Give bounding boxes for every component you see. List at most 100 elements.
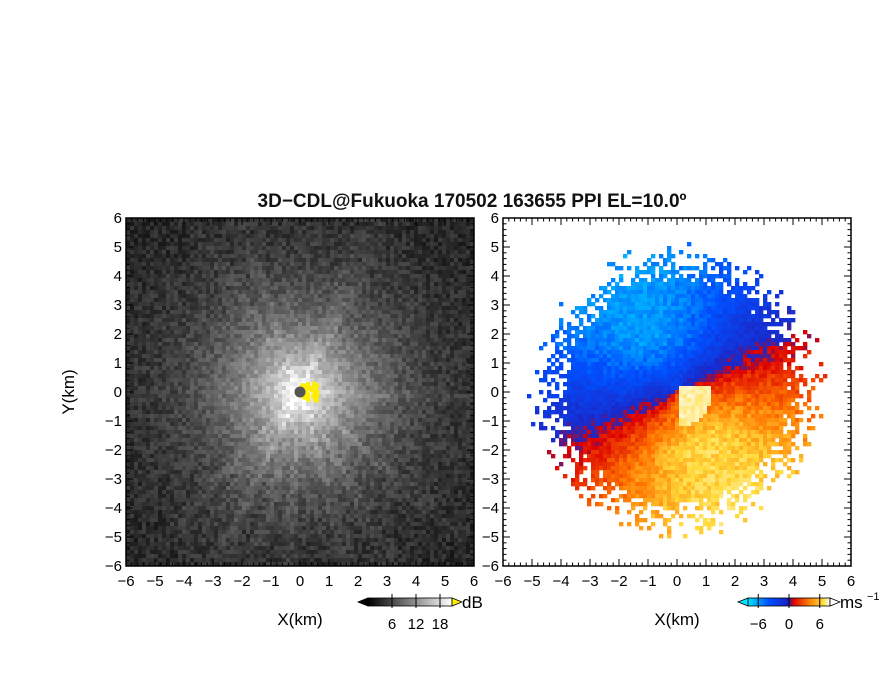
reflectivity-cell <box>198 422 203 427</box>
reflectivity-cell <box>126 438 131 443</box>
reflectivity-cell <box>302 466 307 471</box>
reflectivity-cell <box>158 482 163 487</box>
reflectivity-cell <box>206 478 211 483</box>
reflectivity-cell <box>266 514 271 519</box>
reflectivity-cell <box>234 274 239 279</box>
reflectivity-cell <box>202 398 207 403</box>
reflectivity-cell <box>274 474 279 479</box>
reflectivity-cell <box>214 294 219 299</box>
reflectivity-cell <box>274 306 279 311</box>
reflectivity-cell <box>230 426 235 431</box>
reflectivity-cell <box>346 554 351 559</box>
reflectivity-cell <box>130 270 135 275</box>
reflectivity-cell <box>286 278 291 283</box>
reflectivity-cell <box>234 450 239 455</box>
reflectivity-cell <box>334 282 339 287</box>
reflectivity-cell <box>306 486 311 491</box>
reflectivity-cell <box>166 286 171 291</box>
reflectivity-cell <box>238 290 243 295</box>
reflectivity-cell <box>182 342 187 347</box>
reflectivity-cell <box>230 422 235 427</box>
reflectivity-cell <box>186 222 191 227</box>
reflectivity-cell <box>258 358 263 363</box>
reflectivity-cell <box>322 326 327 331</box>
reflectivity-cell <box>238 554 243 559</box>
reflectivity-cell <box>222 238 227 243</box>
reflectivity-cell <box>330 310 335 315</box>
reflectivity-cell <box>146 514 151 519</box>
reflectivity-cell <box>278 506 283 511</box>
reflectivity-cell <box>294 458 299 463</box>
reflectivity-cell <box>210 414 215 419</box>
reflectivity-cell <box>214 282 219 287</box>
reflectivity-cell <box>302 274 307 279</box>
reflectivity-cell <box>346 286 351 291</box>
reflectivity-cell <box>134 230 139 235</box>
reflectivity-cell <box>194 458 199 463</box>
reflectivity-cell <box>294 286 299 291</box>
reflectivity-cell <box>194 546 199 551</box>
reflectivity-cell <box>258 310 263 315</box>
reflectivity-cell <box>198 322 203 327</box>
reflectivity-cell <box>270 314 275 319</box>
reflectivity-cell <box>318 442 323 447</box>
reflectivity-cell <box>270 238 275 243</box>
reflectivity-cell <box>254 314 259 319</box>
reflectivity-cell <box>126 250 131 255</box>
reflectivity-cell <box>222 406 227 411</box>
reflectivity-cell <box>182 514 187 519</box>
reflectivity-cell <box>350 374 355 379</box>
reflectivity-cell <box>210 402 215 407</box>
reflectivity-cell <box>250 426 255 431</box>
reflectivity-cell <box>158 498 163 503</box>
reflectivity-cell <box>314 538 319 543</box>
reflectivity-cell <box>250 534 255 539</box>
reflectivity-cell <box>142 338 147 343</box>
reflectivity-cell <box>146 282 151 287</box>
reflectivity-cell <box>142 266 147 271</box>
reflectivity-cell <box>338 354 343 359</box>
reflectivity-cell <box>150 534 155 539</box>
reflectivity-cell <box>314 334 319 339</box>
reflectivity-cell <box>270 226 275 231</box>
reflectivity-cell <box>178 262 183 267</box>
reflectivity-cell <box>246 514 251 519</box>
reflectivity-cell <box>306 246 311 251</box>
reflectivity-cell <box>242 410 247 415</box>
reflectivity-cell <box>170 366 175 371</box>
reflectivity-cell <box>190 350 195 355</box>
reflectivity-cell <box>174 374 179 379</box>
reflectivity-cell <box>262 242 267 247</box>
reflectivity-cell <box>166 242 171 247</box>
reflectivity-cell <box>130 370 135 375</box>
reflectivity-cell <box>134 246 139 251</box>
reflectivity-cell <box>258 290 263 295</box>
reflectivity-cell <box>286 414 291 419</box>
reflectivity-cell <box>202 362 207 367</box>
reflectivity-cell <box>158 358 163 363</box>
reflectivity-cell <box>294 250 299 255</box>
reflectivity-cell <box>310 330 315 335</box>
reflectivity-cell <box>282 318 287 323</box>
reflectivity-cell <box>266 486 271 491</box>
reflectivity-cell <box>238 478 243 483</box>
reflectivity-cell <box>142 546 147 551</box>
reflectivity-cell <box>350 470 355 475</box>
reflectivity-cell <box>210 270 215 275</box>
reflectivity-cell <box>258 262 263 267</box>
reflectivity-cell <box>190 318 195 323</box>
reflectivity-cell <box>126 502 131 507</box>
reflectivity-cell <box>230 354 235 359</box>
reflectivity-cell <box>186 494 191 499</box>
reflectivity-cell <box>266 230 271 235</box>
reflectivity-cell <box>330 486 335 491</box>
reflectivity-cell <box>226 558 231 563</box>
reflectivity-cell <box>274 234 279 239</box>
reflectivity-cell <box>310 438 315 443</box>
reflectivity-cell <box>170 390 175 395</box>
reflectivity-cell <box>298 306 303 311</box>
reflectivity-cell <box>202 258 207 263</box>
reflectivity-cell <box>346 422 351 427</box>
reflectivity-cell <box>218 330 223 335</box>
reflectivity-cell <box>242 454 247 459</box>
